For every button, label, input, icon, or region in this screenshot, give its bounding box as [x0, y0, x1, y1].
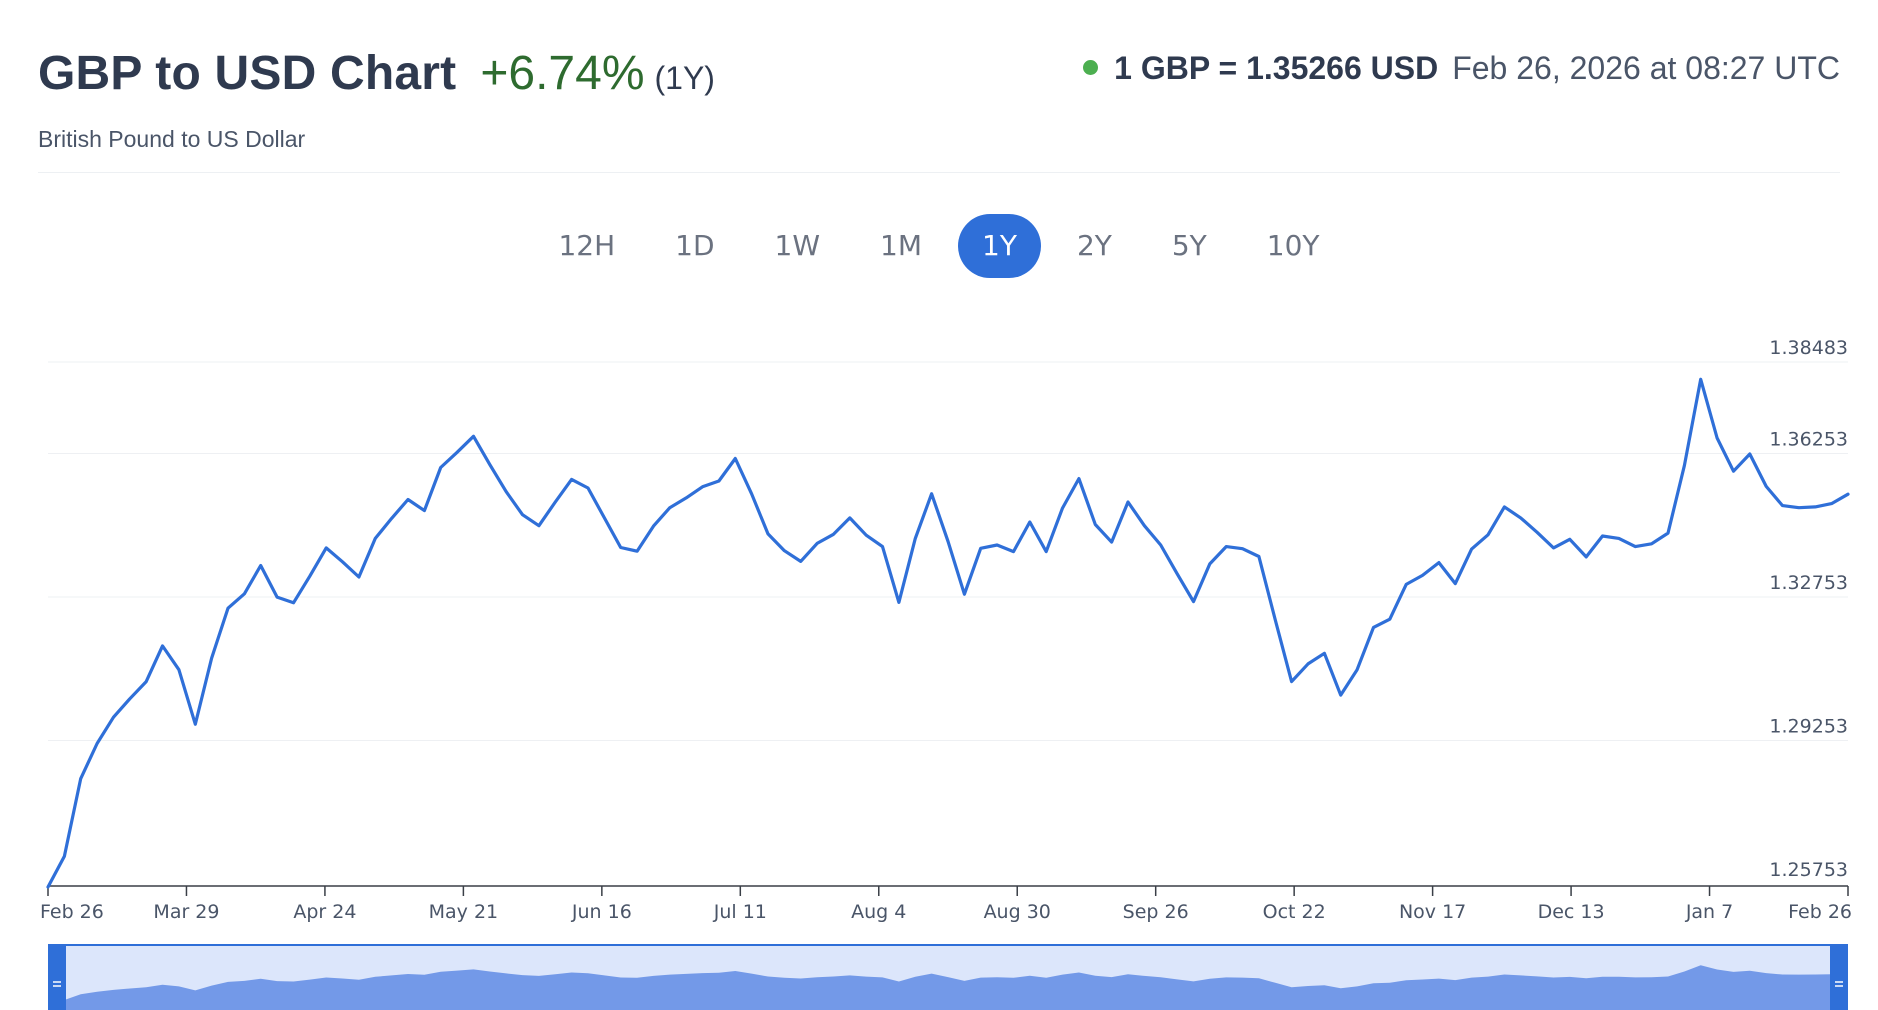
percent-change: +6.74%: [480, 47, 645, 100]
x-tick-label: Jan 7: [1685, 901, 1733, 923]
current-rate: 1 GBP = 1.35266 USD: [1114, 50, 1439, 86]
tab-10y[interactable]: 10Y: [1266, 229, 1320, 262]
x-tick-label: Mar 29: [153, 901, 219, 923]
x-tick-label: Dec 13: [1538, 901, 1605, 923]
rate-timestamp: Feb 26, 2026 at 08:27 UTC: [1452, 50, 1840, 86]
tab-1w[interactable]: 1W: [774, 229, 821, 262]
x-tick-label: Jun 16: [571, 901, 632, 923]
y-tick-label: 1.32753: [1769, 572, 1848, 594]
tab-1d[interactable]: 1D: [675, 229, 715, 262]
x-tick-label: Aug 4: [851, 901, 906, 923]
live-status-dot: [1083, 60, 1099, 76]
chart-header: GBP to USD Chart +6.74% (1Y) British Pound…: [38, 36, 1840, 172]
page-subtitle: British Pound to US Dollar: [38, 126, 306, 152]
y-tick-label: 1.29253: [1769, 715, 1848, 737]
y-tick-label: 1.38483: [1769, 337, 1848, 359]
page-title: GBP to USD Chart: [38, 47, 457, 100]
x-tick-label: Aug 30: [984, 901, 1051, 923]
tab-5y[interactable]: 5Y: [1171, 229, 1207, 262]
x-tick-label: Nov 17: [1399, 901, 1466, 923]
x-tick-label: Feb 26: [1788, 901, 1852, 923]
tab-2y[interactable]: 2Y: [1076, 229, 1112, 262]
navigator-handle-right[interactable]: [1830, 944, 1848, 1010]
x-tick-label: Apr 24: [293, 901, 356, 923]
series-line: [46, 377, 1850, 889]
x-tick-label: Jul 11: [713, 901, 767, 923]
y-tick-label: 1.36253: [1769, 428, 1848, 450]
navigator-area: [48, 965, 1848, 1010]
tab-12h[interactable]: 12H: [558, 229, 616, 262]
tab-1m[interactable]: 1M: [880, 229, 923, 262]
x-tick-label: Sep 26: [1123, 901, 1189, 923]
x-tick-label: May 21: [429, 901, 499, 923]
header-divider: [38, 172, 1840, 173]
y-tick-label: 1.25753: [1769, 859, 1848, 881]
navigator-handle-left[interactable]: [48, 944, 66, 1010]
period-label: (1Y): [654, 60, 715, 96]
x-tick-label: Oct 22: [1263, 901, 1326, 923]
line-chart: 1.25753 1.29253 1.32753 1.36253 1.38483 Feb 2…: [40, 337, 1852, 1010]
title-row: GBP to USD Chart +6.74% (1Y): [38, 46, 715, 101]
x-tick-label: Feb 26: [40, 901, 104, 923]
tab-1y[interactable]: 1Y: [958, 214, 1041, 278]
live-rate: 1 GBP = 1.35266 USD Feb 26, 2026 at 08:27…: [1083, 50, 1840, 87]
range-tabs: 12H 1D 1W 1M 1Y 2Y 5Y 10Y: [0, 214, 1878, 278]
